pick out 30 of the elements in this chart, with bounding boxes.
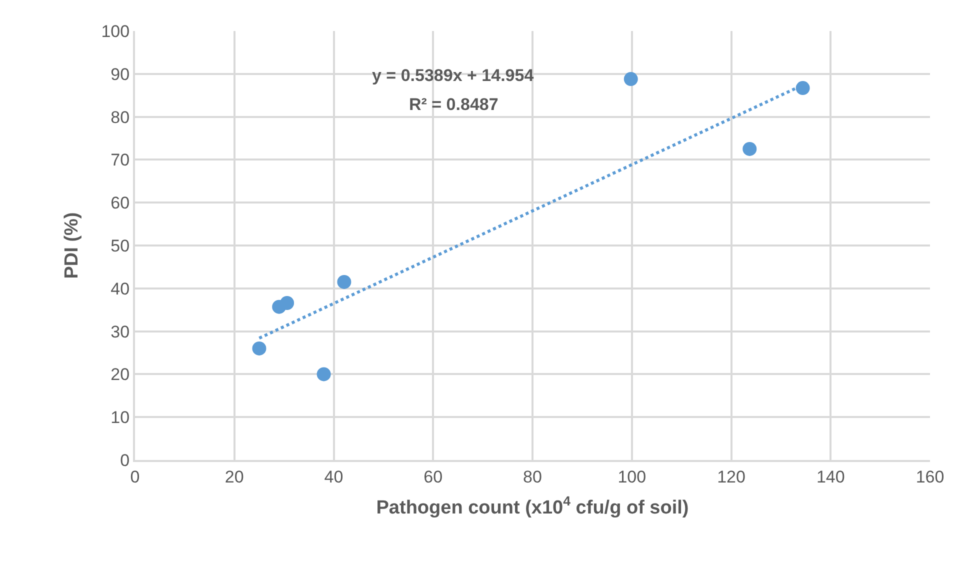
point [742,142,757,156]
y-tick-label: 100 [101,22,130,41]
point [624,72,638,86]
annotation: R² = 0.8487 [409,95,498,114]
point [280,296,294,310]
y-tick-label: 40 [110,279,130,298]
y-tick-label: 90 [110,64,130,84]
x-tick-label: 100 [618,467,646,486]
y-tick-label: 30 [110,322,130,342]
x-axis-title: Pathogen count (x10$^{4}$ cfu/g of soil) [376,494,689,519]
x-tick-label: 40 [324,467,344,486]
y-tick-label: 20 [110,365,130,384]
y-tick-label: 80 [110,108,130,127]
point [337,274,352,289]
annotation: y = 0.5389x + 14.954 [372,66,534,85]
x-tick-label: 160 [916,467,944,486]
point [252,341,266,356]
x-tick-label: 140 [816,467,845,486]
x-tick-label: 20 [224,467,244,486]
y-tick-label: 70 [110,150,130,170]
point [316,367,331,382]
x-tick-label: 60 [424,467,443,486]
x-tick-label: 120 [717,467,746,486]
x-tick-label: 80 [523,467,542,486]
y-tick-label: 10 [110,408,130,428]
y-tick-label: 50 [110,236,130,256]
y-axis-title: PDI (%) [62,212,83,279]
point [796,81,810,96]
y-tick-label: 60 [110,194,130,213]
y-tick-label: 0 [120,450,130,470]
